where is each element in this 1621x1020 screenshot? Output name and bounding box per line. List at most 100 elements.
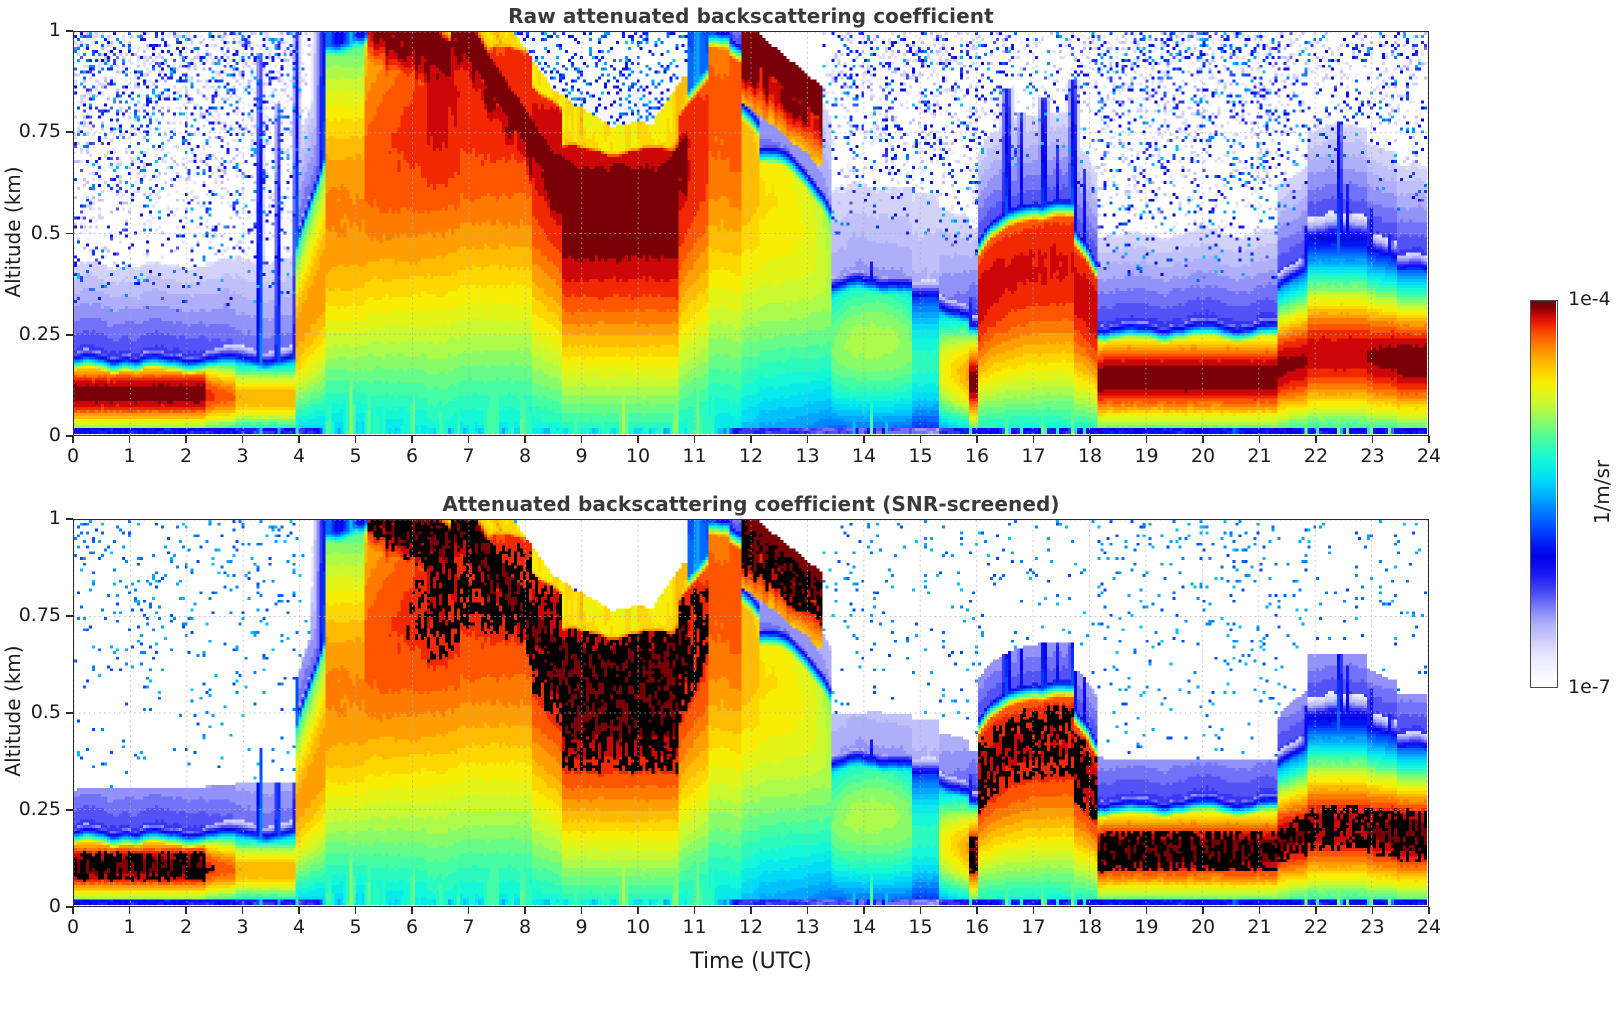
plot-area-screened[interactable] [73,519,1429,907]
x-tick-label: 4 [292,445,306,467]
x-tick-mark [128,436,131,443]
heatmap-canvas-screened [74,520,1427,905]
x-tick-label: 20 [1190,916,1216,938]
x-tick-mark [1371,907,1374,914]
x-tick-mark [1202,436,1204,443]
x-tick-label: 9 [575,916,588,938]
x-tick-label: 4 [292,916,306,938]
y-tick-label: 0.5 [30,701,61,723]
x-tick-label: 12 [738,445,764,467]
x-tick-label: 14 [851,916,877,938]
plot-area-raw[interactable] [73,31,1429,436]
x-tick-mark [467,907,470,914]
x-tick-label: 19 [1134,916,1159,938]
x-tick-mark [411,436,413,443]
x-tick-label: 24 [1416,916,1442,938]
x-tick-label: 14 [851,445,877,467]
x-tick-label: 6 [405,916,419,938]
x-tick-mark [524,907,526,914]
x-tick-mark [298,436,300,443]
x-tick-mark [354,907,357,914]
x-tick-mark [241,436,244,443]
panel-title-screened: Attenuated backscattering coefficient (S… [442,492,1060,516]
colorbar-min-label: 1e-7 [1568,676,1611,698]
y-axis-label: Altitude (km) [1,165,25,298]
x-tick-label: 11 [682,916,707,938]
x-tick-label: 13 [795,916,820,938]
y-tick-label: 0.25 [18,798,61,820]
x-tick-label: 22 [1303,916,1329,938]
x-tick-mark [580,907,583,914]
colorbar-axis-label: 1/m/sr [1590,459,1614,525]
y-tick-label: 0.25 [18,322,61,345]
y-tick-mark [66,615,73,617]
panel-title-raw: Raw attenuated backscattering coefficien… [508,4,994,28]
x-tick-mark [298,907,300,914]
x-tick-label: 0 [66,916,80,938]
x-tick-mark [1258,436,1261,443]
y-tick-mark [66,435,73,437]
x-tick-mark [1089,436,1091,443]
x-tick-label: 20 [1190,445,1216,467]
x-tick-mark [1315,436,1317,443]
x-tick-mark [976,436,978,443]
x-tick-label: 24 [1416,445,1442,467]
x-tick-label: 16 [964,916,990,938]
x-tick-mark [241,907,244,914]
x-tick-mark [1145,907,1148,914]
x-tick-label: 19 [1134,445,1159,467]
y-tick-mark [66,232,73,235]
x-tick-label: 5 [349,916,362,938]
x-tick-mark [863,436,865,443]
x-tick-label: 23 [1360,916,1385,938]
colorbar-max-label: 1e-4 [1568,288,1611,310]
x-tick-label: 6 [405,445,419,467]
x-tick-label: 3 [236,445,249,467]
x-tick-mark [1145,436,1148,443]
x-tick-label: 18 [1077,445,1103,467]
y-tick-label: 0.5 [30,221,61,244]
x-tick-label: 2 [179,445,193,467]
y-tick-mark [66,809,73,811]
x-tick-mark [806,436,809,443]
x-tick-mark [1032,907,1035,914]
x-tick-label: 17 [1021,916,1046,938]
x-tick-label: 18 [1077,916,1103,938]
x-tick-mark [1258,907,1261,914]
x-tick-mark [1315,907,1317,914]
x-tick-mark [637,907,639,914]
x-tick-mark [128,907,131,914]
colorbar[interactable] [1530,300,1558,688]
x-tick-label: 8 [518,916,532,938]
x-tick-label: 15 [908,916,933,938]
x-tick-mark [580,436,583,443]
x-tick-label: 21 [1247,916,1272,938]
x-tick-label: 0 [66,445,80,467]
x-tick-mark [693,907,696,914]
x-tick-label: 7 [462,445,475,467]
y-axis-label: Altitude (km) [1,645,25,777]
x-tick-label: 7 [462,916,475,938]
x-tick-label: 22 [1303,445,1329,467]
y-tick-mark [66,30,73,32]
y-tick-label: 0 [48,895,61,917]
x-tick-mark [1371,436,1374,443]
y-tick-mark [66,131,73,134]
x-tick-label: 12 [738,916,764,938]
colorbar-gradient [1531,301,1556,686]
x-tick-mark [185,907,187,914]
x-tick-mark [354,436,357,443]
x-tick-label: 2 [179,916,193,938]
y-tick-label: 1 [48,19,61,41]
x-tick-label: 3 [236,916,249,938]
x-tick-label: 11 [682,445,707,467]
x-tick-mark [1089,907,1091,914]
x-tick-label: 16 [964,445,990,467]
x-tick-label: 10 [625,445,651,467]
x-tick-label: 17 [1021,445,1046,467]
x-tick-mark [637,436,639,443]
y-tick-label: 0.75 [18,604,61,626]
x-tick-label: 9 [575,445,588,467]
x-tick-mark [919,436,922,443]
